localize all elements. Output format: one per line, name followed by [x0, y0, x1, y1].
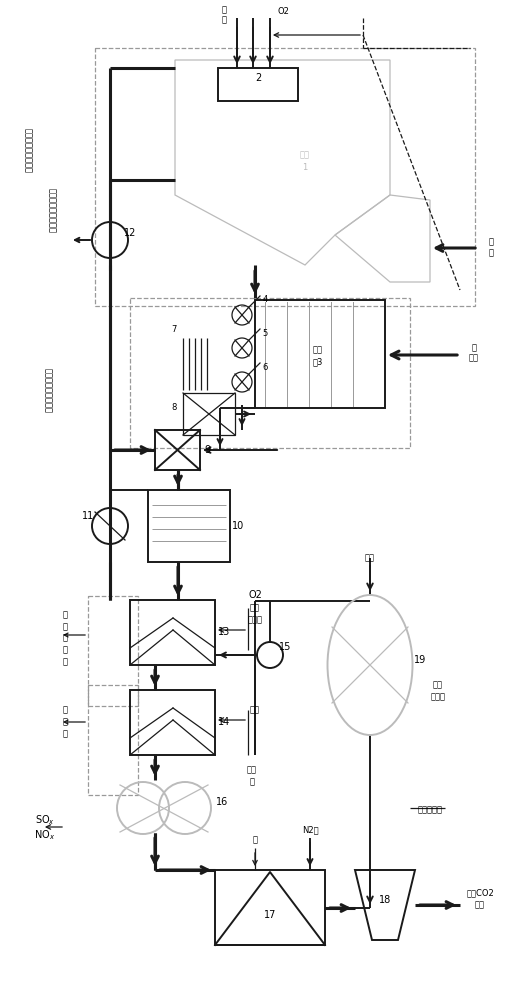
Bar [88, 685, 138, 795]
Text: 1: 1 [302, 162, 308, 172]
Text: O2: O2 [277, 7, 289, 16]
Text: 8: 8 [172, 402, 177, 412]
Text: 6: 6 [262, 362, 268, 371]
Text: NO$_x$: NO$_x$ [34, 828, 55, 842]
Bar [155, 430, 200, 470]
Bar [130, 690, 215, 755]
Text: 收: 收 [63, 646, 68, 654]
Text: 7: 7 [172, 326, 177, 334]
Text: 水: 水 [252, 836, 258, 844]
Text: 4: 4 [262, 296, 268, 304]
Text: 锅炉: 锅炉 [300, 150, 310, 159]
Text: 循环水: 循环水 [247, 615, 263, 624]
Text: 水: 水 [63, 730, 68, 738]
Text: 2: 2 [255, 73, 261, 83]
Text: SO$_x$: SO$_x$ [35, 813, 55, 827]
Text: 非燃烧烟气处理系统: 非燃烧烟气处理系统 [44, 367, 52, 412]
Text: 10: 10 [232, 521, 244, 531]
Text: 换热: 换热 [313, 346, 323, 355]
Text: 料: 料 [222, 15, 227, 24]
Text: 9: 9 [204, 445, 210, 455]
Bar [130, 600, 215, 665]
Text: 烟气: 烟气 [469, 354, 479, 362]
Text: O2: O2 [248, 590, 262, 600]
Text: 富氧气: 富氧气 [430, 692, 445, 702]
Text: 非燃烧气态总循环气: 非燃烧气态总循环气 [24, 127, 32, 172]
Text: 5: 5 [262, 328, 268, 338]
Text: 烟: 烟 [471, 344, 477, 353]
Text: 水: 水 [63, 658, 68, 666]
Text: 收: 收 [63, 718, 68, 726]
Bar [218, 68, 298, 101]
Text: 13: 13 [218, 627, 230, 637]
Text: 封存: 封存 [475, 900, 485, 910]
Text: 非燃烧气态总循环气: 非燃烧气态总循环气 [48, 188, 56, 232]
Text: 凝: 凝 [63, 622, 68, 632]
Bar [255, 300, 385, 408]
Text: 浓氨: 浓氨 [247, 766, 257, 774]
Bar [95, 48, 475, 306]
Text: 19: 19 [414, 655, 426, 665]
Text: 冷: 冷 [63, 610, 68, 619]
Text: 14: 14 [218, 717, 230, 727]
Text: 15: 15 [279, 642, 291, 652]
Text: 废气: 废气 [250, 706, 260, 714]
Text: 低温富氧气: 低温富氧气 [418, 806, 443, 814]
Text: 烟: 烟 [488, 237, 494, 246]
Text: 液态CO2: 液态CO2 [466, 888, 494, 898]
Text: 18: 18 [379, 895, 391, 905]
Bar [88, 596, 138, 706]
Text: 低温: 低温 [433, 680, 443, 690]
Text: 冷水: 冷水 [250, 603, 260, 612]
Text: 器3: 器3 [313, 358, 323, 366]
Bar [215, 870, 325, 945]
Text: 12: 12 [124, 228, 136, 238]
Text: 16: 16 [216, 797, 228, 807]
Bar [148, 490, 230, 562]
Text: 气: 气 [249, 778, 254, 786]
Text: 回: 回 [63, 706, 68, 714]
Text: 空气: 空气 [365, 554, 375, 562]
Text: 17: 17 [264, 910, 276, 920]
Text: 燃: 燃 [222, 5, 227, 14]
Text: 回: 回 [63, 634, 68, 643]
Bar [183, 393, 235, 435]
Text: N2回: N2回 [302, 826, 318, 834]
Text: 气: 气 [488, 248, 494, 257]
Bar [130, 298, 410, 448]
Text: 11: 11 [82, 511, 94, 521]
